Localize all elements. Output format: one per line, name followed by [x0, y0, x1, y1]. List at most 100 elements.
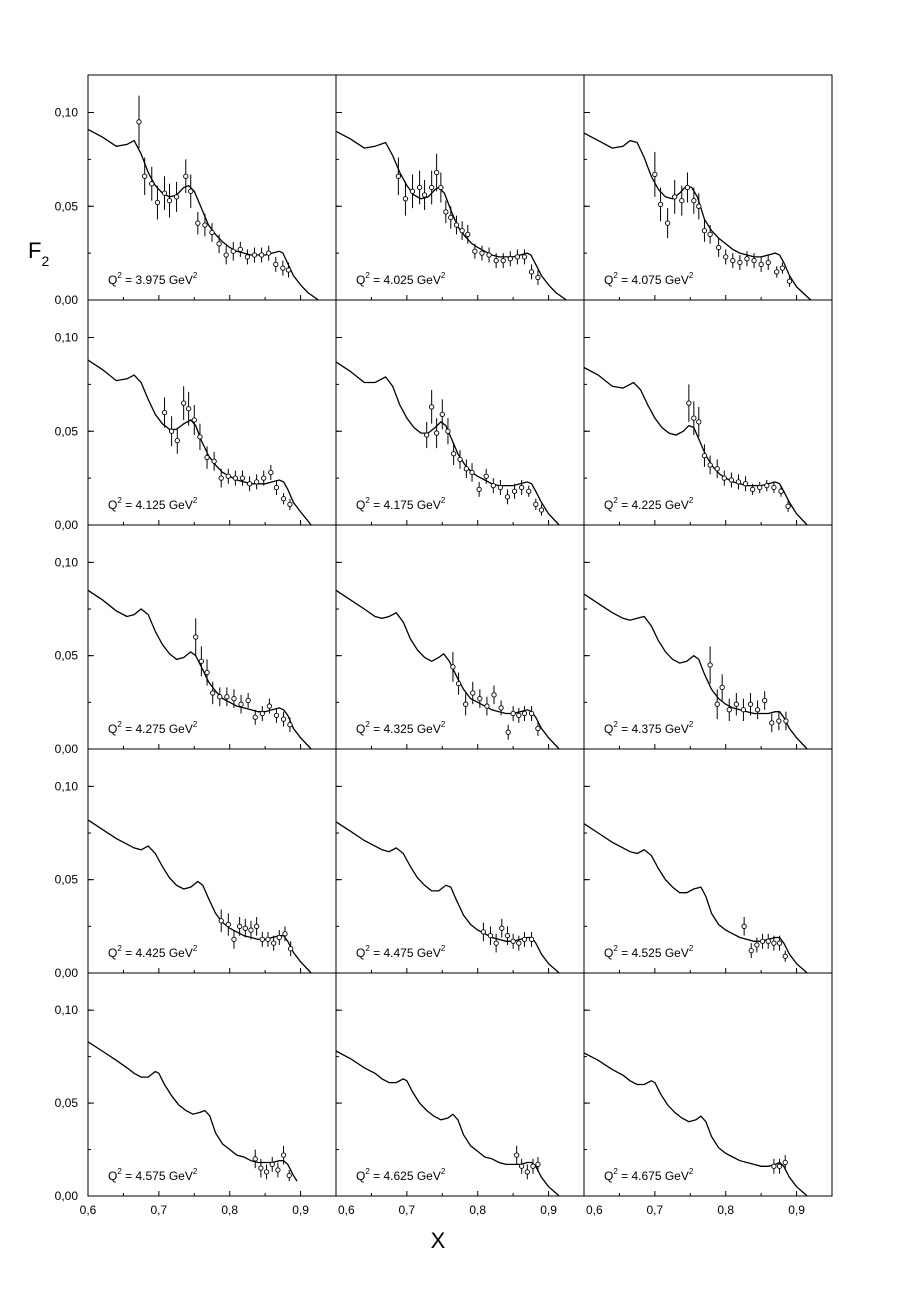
data-point	[242, 925, 248, 931]
data-point	[530, 1163, 536, 1169]
q2-label: Q2 = 4.675 GeV2	[604, 1167, 694, 1183]
data-point	[769, 720, 775, 726]
data-point	[438, 184, 444, 191]
data-point	[224, 694, 230, 700]
data-point	[701, 452, 708, 459]
data-point	[518, 484, 525, 491]
fit-curve	[335, 821, 560, 974]
data-point	[707, 231, 713, 238]
data-point	[280, 1152, 287, 1158]
data-point	[477, 695, 483, 702]
data-point	[195, 220, 201, 226]
panel-q2-4.575: Q2 = 4.575 GeV2	[87, 972, 337, 1197]
data-point	[701, 227, 708, 234]
data-point	[728, 477, 735, 483]
data-point	[448, 214, 454, 221]
y-tick-label: 0,00	[55, 966, 79, 980]
q2-label: Q2 = 4.525 GeV2	[604, 944, 694, 960]
data-point	[433, 430, 440, 436]
data-point	[252, 1156, 258, 1162]
data-point	[737, 259, 743, 266]
panel-frame	[87, 524, 337, 750]
data-point	[764, 482, 770, 489]
data-point	[490, 482, 496, 489]
y-tick-label: 0,10	[55, 779, 79, 793]
panel-frame	[583, 299, 833, 526]
x-tick-label: 0,7	[647, 1203, 664, 1217]
data-point	[657, 201, 664, 208]
data-point	[269, 1161, 275, 1168]
data-point	[232, 475, 239, 481]
data-point	[263, 1169, 270, 1175]
data-point	[251, 252, 258, 258]
data-point	[749, 486, 756, 493]
data-point	[696, 203, 702, 209]
data-point	[248, 927, 254, 933]
data-point	[779, 265, 786, 271]
data-point	[231, 936, 237, 943]
data-point	[429, 404, 435, 410]
q2-label: Q2 = 4.225 GeV2	[604, 496, 694, 512]
data-point	[174, 437, 180, 444]
fit-curve	[583, 593, 808, 750]
data-point	[166, 197, 173, 204]
y-tick-label: 0,10	[55, 1003, 79, 1017]
q2-label: Q2 = 4.075 GeV2	[604, 271, 694, 287]
data-point	[142, 173, 148, 179]
data-point	[691, 197, 697, 204]
data-point	[231, 695, 237, 702]
data-point	[202, 222, 208, 228]
x-tick-label: 0,8	[221, 1203, 238, 1217]
data-point	[510, 710, 516, 717]
data-point	[253, 923, 260, 929]
data-point	[751, 257, 757, 264]
data-point	[504, 933, 511, 939]
data-point	[433, 169, 440, 176]
data-point	[754, 707, 761, 713]
q2-label: Q2 = 4.325 GeV2	[356, 720, 446, 736]
data-point	[236, 923, 243, 929]
panel-q2-4.225: Q2 = 4.225 GeV2	[583, 299, 833, 526]
data-point	[771, 1163, 777, 1169]
data-point	[686, 400, 692, 406]
data-point	[664, 220, 671, 226]
panel-frame	[335, 524, 585, 750]
panel-q2-4.075: Q2 = 4.075 GeV2	[583, 74, 833, 301]
data-point	[518, 1163, 525, 1169]
data-point	[740, 707, 747, 713]
data-point	[268, 469, 274, 476]
q2-label: Q2 = 4.025 GeV2	[356, 271, 446, 287]
y-tick-label: 0,05	[55, 1096, 79, 1110]
data-point	[259, 936, 265, 943]
data-point	[514, 254, 521, 260]
data-point	[486, 252, 492, 258]
fit-curve	[335, 361, 560, 526]
panel-frame	[87, 74, 337, 301]
data-point	[270, 940, 277, 946]
data-point	[747, 701, 754, 707]
data-point	[238, 701, 244, 707]
panel-frame	[335, 748, 585, 974]
data-point	[168, 428, 175, 434]
panel-q2-4.475: Q2 = 4.475 GeV2	[335, 748, 585, 974]
data-point	[287, 722, 293, 728]
data-point	[280, 716, 287, 722]
data-point	[245, 697, 251, 704]
q2-label: Q2 = 4.125 GeV2	[108, 496, 198, 512]
data-point	[516, 940, 522, 946]
data-point	[684, 184, 691, 191]
q2-label: Q2 = 4.575 GeV2	[108, 1167, 198, 1183]
panel-frame	[335, 299, 585, 526]
y-tick-label: 0,00	[55, 293, 79, 307]
data-point	[535, 274, 541, 281]
data-point	[776, 1163, 783, 1169]
q2-label: Q2 = 4.625 GeV2	[356, 1167, 446, 1183]
y-tick-label: 0,10	[55, 106, 79, 120]
y-tick-label: 0,10	[55, 331, 79, 345]
data-point	[237, 246, 243, 253]
panel-q2-4.175: Q2 = 4.175 GeV2	[335, 299, 585, 526]
data-point	[783, 718, 789, 724]
data-point	[771, 484, 777, 491]
q2-label: Q2 = 4.175 GeV2	[356, 496, 446, 512]
y-tick-label: 0,05	[55, 199, 79, 213]
